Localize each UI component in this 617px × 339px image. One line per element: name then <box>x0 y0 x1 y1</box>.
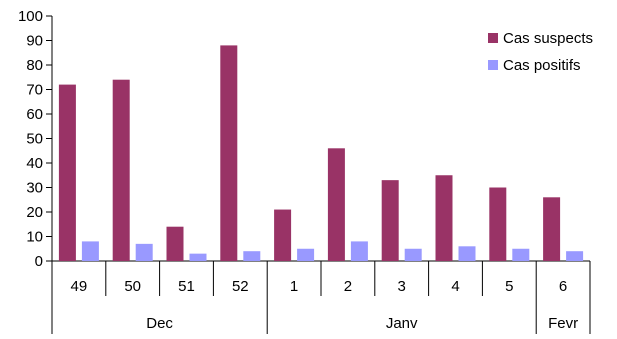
x-tick-label: 1 <box>290 278 298 295</box>
bar-cas-suspects <box>327 148 345 261</box>
x-tick-label: 51 <box>178 278 195 295</box>
y-tick-label: 0 <box>35 253 43 270</box>
bar-cas-suspects <box>489 187 507 261</box>
bar-cas-positifs <box>512 248 530 261</box>
y-tick-label: 10 <box>26 229 43 246</box>
bar-cas-suspects <box>543 197 561 261</box>
bar-cas-positifs <box>135 243 153 261</box>
x-tick-label: 4 <box>451 278 459 295</box>
y-tick-label: 60 <box>26 106 43 123</box>
bar-cas-suspects <box>112 79 130 261</box>
y-tick-label: 20 <box>26 204 43 221</box>
x-tick-label: 52 <box>232 278 249 295</box>
y-tick-label: 90 <box>26 33 43 50</box>
x-tick-label: 5 <box>505 278 513 295</box>
y-tick-label: 50 <box>26 131 43 148</box>
legend-item-positifs: Cas positifs <box>488 55 593 75</box>
bar-cas-positifs <box>297 248 315 261</box>
bar-cas-suspects <box>58 84 76 261</box>
bar-cas-suspects <box>220 45 238 262</box>
legend-swatch-suspects <box>488 33 498 43</box>
y-tick-label: 40 <box>26 155 43 172</box>
x-tick-label: 3 <box>398 278 406 295</box>
y-tick-label: 70 <box>26 82 43 99</box>
bar-cas-positifs <box>566 251 584 261</box>
bar-cas-positifs <box>404 248 422 261</box>
x-group-label: Fevr <box>548 315 578 332</box>
x-tick-label: 49 <box>71 278 88 295</box>
y-tick-label: 30 <box>26 180 43 197</box>
bar-cas-suspects <box>381 180 399 261</box>
bar-cas-positifs <box>189 253 207 261</box>
bar-cas-positifs <box>458 246 476 261</box>
y-tick-label: 100 <box>18 8 43 25</box>
legend-label-suspects: Cas suspects <box>503 29 594 47</box>
x-tick-label: 50 <box>124 278 141 295</box>
bar-cas-positifs <box>350 241 368 261</box>
y-tick-label: 80 <box>26 57 43 74</box>
legend-label-positifs: Cas positifs <box>503 56 581 74</box>
x-tick-label: 2 <box>344 278 352 295</box>
x-tick-label: 6 <box>559 278 567 295</box>
bar-cas-positifs <box>81 241 99 261</box>
bar-cas-suspects <box>274 209 292 261</box>
x-group-label: Janv <box>386 315 418 332</box>
legend-item-suspects: Cas suspects <box>488 28 593 48</box>
legend: Cas suspects Cas positifs <box>488 28 593 82</box>
bar-cas-suspects <box>435 175 453 261</box>
bar-cas-positifs <box>243 251 261 261</box>
x-group-label: Dec <box>146 315 173 332</box>
legend-swatch-positifs <box>488 60 498 70</box>
bar-cas-suspects <box>166 226 184 261</box>
